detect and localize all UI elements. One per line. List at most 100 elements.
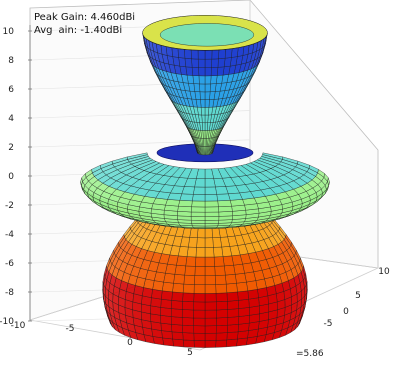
surface-patch	[161, 281, 174, 293]
surface-patch	[160, 299, 172, 309]
surface-patch	[204, 67, 212, 77]
surface-patch	[204, 146, 207, 156]
surface-patch	[165, 199, 181, 207]
surface-patch	[204, 83, 211, 93]
surface-patch	[227, 308, 239, 318]
surface-patch	[204, 293, 217, 303]
surface-patch	[162, 337, 174, 347]
surface-patch	[225, 274, 237, 285]
surface-patch	[204, 266, 216, 276]
surface-patch	[224, 48, 233, 59]
avg-gain-prefix: Avg	[34, 25, 53, 36]
surface-patch	[172, 338, 185, 348]
surface-patch	[213, 246, 224, 258]
surface-patch	[199, 91, 206, 100]
pattern-surface	[80, 15, 330, 348]
surface-patch	[204, 317, 217, 327]
surface-patch	[204, 178, 216, 188]
surface-patch	[229, 199, 245, 207]
surface-patch	[204, 194, 218, 202]
surface-patch	[171, 300, 183, 310]
surface-patch	[193, 186, 206, 195]
surface-patch	[236, 337, 248, 347]
peak-gain-label: Peak Gain: 4.460dBi	[34, 12, 135, 23]
surface-patch	[160, 322, 173, 332]
surface-patch	[191, 220, 206, 224]
surface-patch	[191, 200, 206, 208]
surface-patch	[217, 200, 232, 207]
z-axis-ticks: 10 8 6 4 2 0 -2 -4 -6 -8 -10	[0, 25, 32, 327]
surface-patch	[184, 49, 192, 59]
surface-patch	[152, 280, 164, 291]
surface-patch	[204, 333, 217, 341]
surface-patch	[190, 216, 206, 221]
surface-patch	[171, 308, 183, 318]
surface-patch	[227, 300, 239, 310]
surface-patch	[197, 227, 206, 239]
x-axis-ticks: -10 -5 0 5	[11, 321, 193, 358]
surface-patch	[161, 290, 173, 301]
surface-patch	[171, 291, 184, 302]
surface-patch	[183, 274, 195, 285]
z-tick-label: 2	[8, 143, 14, 153]
surface-patch	[193, 293, 206, 303]
surface-patch	[150, 297, 162, 308]
surface-patch	[215, 339, 227, 348]
surface-patch	[204, 138, 207, 147]
surface-patch	[210, 75, 218, 85]
surface-patch	[204, 114, 209, 123]
surface-patch	[204, 227, 213, 239]
surface-patch	[214, 265, 226, 276]
surface-patch	[160, 307, 172, 317]
surface-patch	[211, 49, 220, 60]
surface-patch	[198, 75, 206, 85]
surface-patch	[171, 47, 179, 58]
surface-patch	[204, 99, 210, 108]
surface-patch	[215, 274, 227, 285]
surface-patch	[227, 316, 239, 326]
surface-patch	[194, 275, 206, 285]
surface-patch	[215, 332, 228, 341]
z-tick-label: 8	[8, 56, 14, 66]
surface-patch	[237, 290, 249, 301]
surface-patch	[204, 309, 217, 319]
surface-patch	[204, 91, 211, 100]
surface-patch	[186, 246, 197, 258]
surface-patch	[182, 325, 194, 334]
surface-patch	[204, 216, 220, 221]
surface-patch	[193, 301, 206, 311]
surface-patch	[190, 211, 206, 217]
surface-patch	[174, 265, 186, 276]
surface-patch	[227, 324, 239, 333]
avg-gain-label: Avg ain: -1.40dBi	[34, 25, 122, 36]
surface-patch	[216, 325, 228, 334]
surface-patch	[195, 247, 206, 258]
z-tick-label: -10	[0, 317, 14, 327]
surface-patch	[209, 83, 217, 92]
avg-gain-value: ain: -1.40dBi	[59, 25, 123, 36]
surface-patch	[233, 263, 245, 275]
surface-patch	[191, 67, 200, 76]
surface-patch	[204, 340, 217, 348]
x-tick-label: 0	[127, 338, 133, 348]
surface-patch	[211, 227, 221, 238]
surface-patch	[197, 50, 206, 60]
surface-patch	[204, 223, 219, 227]
surface-patch	[210, 67, 219, 76]
surface-patch	[184, 58, 193, 68]
surface-patch	[204, 200, 219, 208]
surface-patch	[226, 291, 239, 302]
surface-patch	[217, 58, 226, 68]
surface-patch	[216, 301, 228, 311]
surface-patch	[204, 325, 217, 334]
surface-patch	[204, 220, 219, 224]
surface-patch	[191, 58, 199, 68]
surface-patch	[204, 211, 220, 217]
surface-patch	[211, 58, 219, 68]
z-tick-label: 10	[3, 27, 15, 37]
surface-patch	[226, 331, 239, 341]
surface-patch	[182, 292, 195, 302]
surface-patch	[221, 246, 233, 257]
surface-patch	[196, 237, 206, 248]
surface-patch	[218, 49, 226, 59]
